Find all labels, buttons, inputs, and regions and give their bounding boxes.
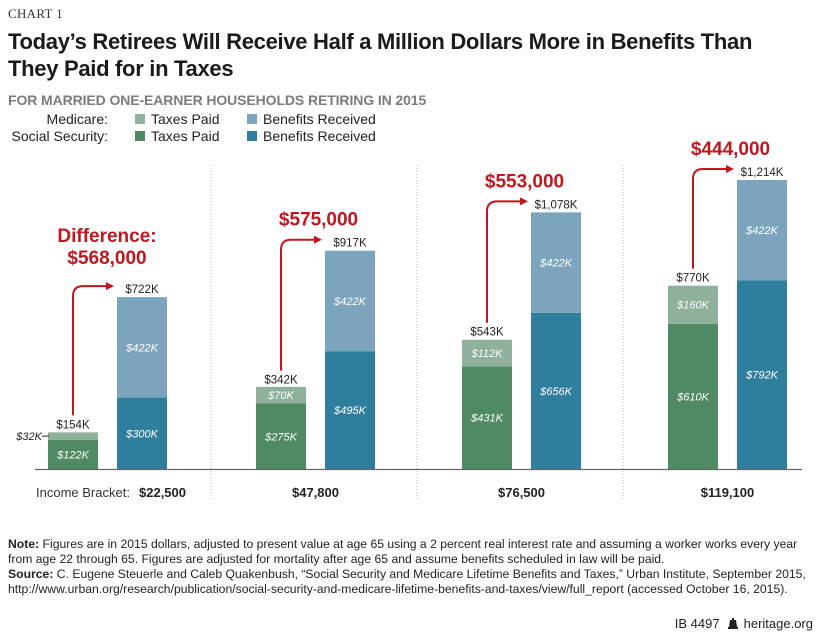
source-text: C. Eugene Steuerle and Caleb Quakenbush,…: [8, 567, 806, 596]
legend-label: Benefits Received: [263, 127, 376, 144]
legend-item: Benefits Received: [247, 111, 407, 127]
bar-medicare-benefits: [325, 250, 375, 352]
bar-ss-benefits: [325, 351, 375, 469]
total-label-benefits: $1,214K: [741, 167, 784, 179]
total-label-taxes: $543K: [470, 327, 504, 339]
total-label-taxes: $342K: [264, 375, 298, 387]
legend-label: Taxes Paid: [151, 127, 220, 144]
difference-arrow: [692, 165, 734, 269]
bar-ss-benefits: [737, 280, 787, 469]
total-label-benefits: $1,078K: [535, 199, 578, 211]
segment-label-medicare-benefits: $422K: [539, 258, 572, 270]
x-axis-label: Income Bracket:: [36, 485, 130, 500]
bar-ss-taxes: [256, 403, 306, 469]
difference-prefix: Difference:: [57, 226, 156, 247]
difference-arrow: [280, 235, 322, 371]
total-label-taxes: $770K: [676, 273, 710, 285]
bar-ss-taxes: [462, 366, 512, 469]
legend-item: Benefits Received: [247, 128, 407, 144]
x-tick-label: $76,500: [498, 485, 545, 500]
segment-label-medicare-taxes: $70K: [267, 390, 294, 402]
note-text: Figures are in 2015 dollars, adjusted to…: [8, 537, 798, 566]
note-paragraph: Note: Figures are in 2015 dollars, adjus…: [8, 537, 823, 567]
segment-label-medicare-benefits: $422K: [333, 296, 366, 308]
bar-medicare-benefits: [117, 297, 167, 398]
total-label-taxes: $154K: [56, 419, 90, 431]
legend-row-social-security: Social Security: Taxes Paid Benefits Rec…: [8, 127, 419, 144]
segment-label-medicare-benefits: $422K: [125, 342, 158, 354]
segment-label-ss-taxes: $122K: [56, 449, 89, 461]
legend-item: Taxes Paid: [135, 128, 235, 144]
segment-label-ss-benefits: $300K: [125, 428, 158, 440]
segment-label-ss-benefits: $495K: [333, 405, 366, 417]
legend: Medicare: Taxes Paid Benefits Received S…: [8, 110, 419, 144]
legend-group-label: Social Security:: [11, 127, 108, 144]
difference-arrow: [486, 197, 528, 323]
legend-swatch-medicare-benefits: [247, 113, 257, 124]
x-tick-label: $22,500: [139, 485, 186, 500]
segment-label-ss-benefits: $792K: [745, 370, 778, 382]
x-tick-label: $119,100: [701, 485, 755, 500]
source-label: Source:: [8, 567, 54, 581]
segment-label-ss-taxes: $431K: [470, 413, 503, 425]
legend-item: Taxes Paid: [135, 111, 235, 127]
bar-medicare-benefits: [737, 180, 787, 281]
segment-label-medicare-benefits: $422K: [745, 225, 778, 237]
legend-group-label: Medicare:: [46, 110, 108, 127]
segment-label-medicare-taxes: $32K: [15, 431, 42, 443]
footer: IB 4497 heritage.org: [675, 616, 813, 631]
legend-row-medicare: Medicare: Taxes Paid Benefits Received: [8, 110, 419, 127]
chart-subtitle: FOR MARRIED ONE-EARNER HOUSEHOLDS RETIRI…: [8, 92, 427, 108]
bar-ss-taxes: [668, 323, 718, 469]
bar-medicare-taxes: [668, 285, 718, 324]
segment-label-ss-taxes: $610K: [676, 391, 709, 403]
legend-swatch-ss-taxes: [135, 130, 145, 141]
difference-label: $575,000: [279, 210, 358, 231]
bar-ss-benefits: [531, 312, 581, 469]
chart-kicker: CHART 1: [8, 6, 63, 21]
chart-note: Note: Figures are in 2015 dollars, adjus…: [8, 537, 823, 597]
liberty-bell-icon: [727, 618, 738, 629]
bar-medicare-benefits: [531, 212, 581, 313]
total-label-benefits: $917K: [333, 238, 367, 250]
bar-medicare-taxes: [462, 339, 512, 367]
footer-report-id: IB 4497: [674, 616, 720, 631]
note-label: Note:: [8, 537, 40, 551]
difference-label: $444,000: [691, 139, 770, 160]
legend-label: Benefits Received: [263, 110, 376, 127]
legend-label: Taxes Paid: [151, 110, 220, 127]
segment-label-ss-benefits: $656K: [539, 386, 572, 398]
bar-medicare-taxes: [48, 432, 98, 440]
bar-medicare-taxes: [256, 386, 306, 404]
total-label-benefits: $722K: [125, 284, 159, 296]
segment-label-medicare-taxes: $160K: [676, 300, 709, 312]
segment-label-medicare-taxes: $112K: [471, 348, 504, 360]
chart-title: Today’s Retirees Will Receive Half a Mil…: [8, 29, 753, 81]
x-tick-label: $47,800: [292, 485, 339, 500]
bar-ss-taxes: [48, 439, 98, 469]
segment-label-ss-taxes: $275K: [264, 431, 297, 443]
bar-ss-benefits: [117, 397, 167, 469]
difference-label: $553,000: [485, 171, 564, 192]
difference-label: $568,000: [67, 248, 146, 269]
source-paragraph: Source: C. Eugene Steuerle and Caleb Qua…: [8, 567, 823, 597]
bar-chart: $122K $32K $300K $422K $154K $722K Difference:…: [15, 139, 802, 500]
difference-arrow: [72, 282, 114, 416]
legend-swatch-ss-benefits: [247, 130, 257, 141]
legend-swatch-medicare-taxes: [135, 113, 145, 124]
footer-site: heritage.org: [743, 616, 813, 631]
